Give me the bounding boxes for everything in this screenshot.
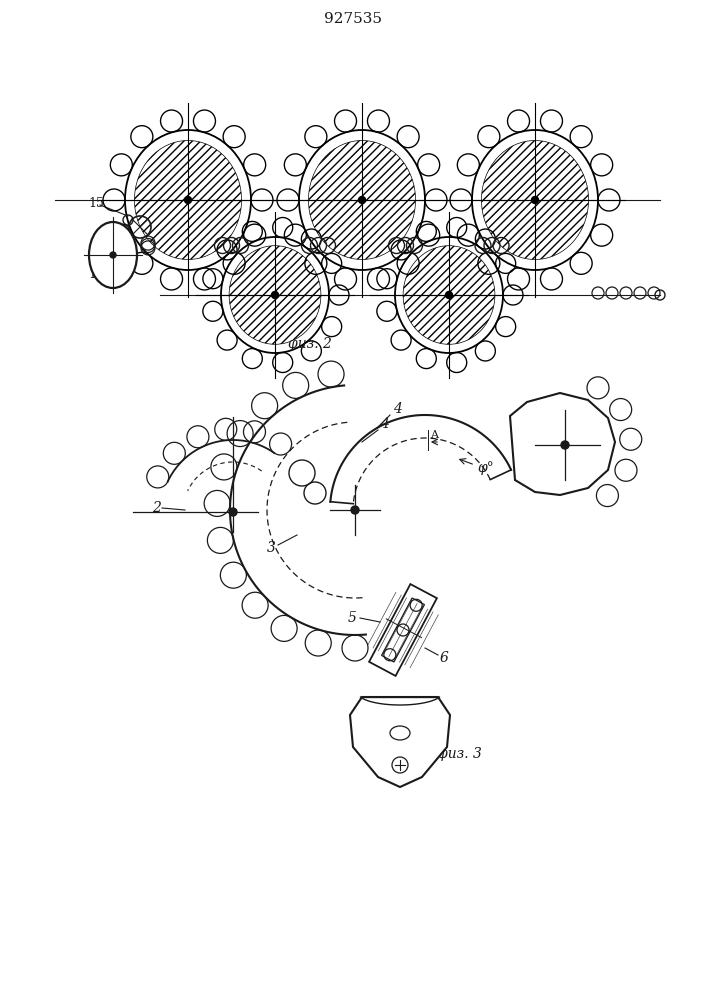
Circle shape	[110, 252, 116, 258]
Text: 13: 13	[88, 268, 104, 281]
Circle shape	[351, 506, 359, 514]
Text: 6: 6	[440, 651, 449, 665]
Ellipse shape	[89, 222, 137, 288]
Text: A: A	[430, 430, 438, 440]
Text: φиз. 2: φиз. 2	[288, 337, 332, 351]
Circle shape	[561, 441, 569, 449]
Polygon shape	[350, 697, 450, 787]
Text: 3: 3	[267, 541, 276, 555]
Text: 5: 5	[348, 611, 357, 625]
Circle shape	[358, 196, 366, 204]
Circle shape	[271, 292, 279, 298]
Circle shape	[185, 196, 192, 204]
Text: φ°: φ°	[477, 461, 493, 475]
Text: φиз. 3: φиз. 3	[438, 747, 482, 761]
Text: 4: 4	[380, 417, 389, 431]
Circle shape	[445, 292, 452, 298]
Text: 15: 15	[88, 197, 104, 210]
Text: A: A	[360, 747, 368, 757]
Text: 4: 4	[393, 402, 402, 416]
Polygon shape	[510, 393, 615, 495]
Polygon shape	[369, 584, 437, 676]
Text: 927535: 927535	[324, 12, 382, 26]
Text: 2: 2	[152, 501, 161, 515]
Circle shape	[229, 508, 237, 516]
Circle shape	[532, 196, 539, 204]
